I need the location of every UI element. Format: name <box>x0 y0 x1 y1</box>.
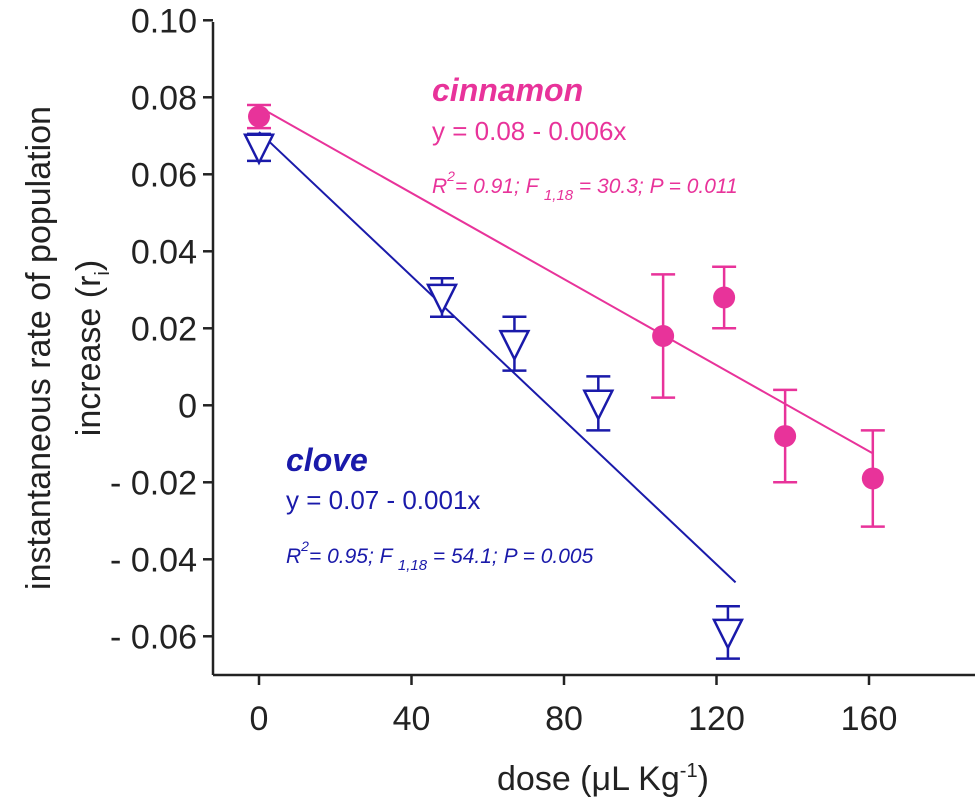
clove-label: clove <box>286 442 368 478</box>
clove-stats-r: R <box>286 545 301 568</box>
clove-stats-mid: = 0.95; F <box>309 545 398 568</box>
x-ticks: 0 40 80 120 160 <box>250 675 898 738</box>
clove-stats: R2= 0.95; F 1,18 = 54.1; P = 0.005 <box>286 538 594 574</box>
y-axis-title-line2-main: increase (r <box>70 276 108 437</box>
axes <box>211 22 975 677</box>
y-tick-label: 0.08 <box>131 79 197 117</box>
cinnamon-point <box>713 286 736 309</box>
y-tick-label: 0 <box>178 387 197 425</box>
x-tick-label: 40 <box>393 700 431 738</box>
clove-point <box>242 133 276 166</box>
cinnamon-label: cinnamon <box>432 72 583 108</box>
x-axis-title-end: ) <box>698 760 709 798</box>
y-axis-title-line2: increase (ri) <box>70 260 114 436</box>
cinnamon-point <box>774 425 797 448</box>
cinnamon-point <box>248 105 270 128</box>
clove-point <box>582 389 615 422</box>
x-axis-title-sup: -1 <box>680 760 698 782</box>
x-tick-label: 0 <box>250 700 269 738</box>
y-ticks: 0.10 0.08 0.06 0.04 0.02 0 - 0.02 - 0.04 - 0.06 <box>110 2 213 656</box>
cinnamon-stats-r: R <box>432 175 447 198</box>
clove-annotation: clove y = 0.07 - 0.001x R2= 0.95; F 1,18… <box>286 442 594 574</box>
clove-equation: y = 0.07 - 0.001x <box>286 485 480 515</box>
data-markers <box>242 105 884 651</box>
cinnamon-point <box>652 325 675 347</box>
x-tick-label: 120 <box>688 700 745 738</box>
x-tick-label: 160 <box>841 700 898 738</box>
cinnamon-annotation: cinnamon y = 0.08 - 0.006x R2= 0.91; F 1… <box>432 72 738 204</box>
cinnamon-point <box>861 467 884 490</box>
y-tick-label: 0.10 <box>131 2 197 40</box>
cinnamon-stats-end: = 30.3; P = 0.011 <box>573 175 738 198</box>
fit-lines <box>258 106 874 584</box>
cinnamon-fit-line <box>258 106 874 455</box>
y-tick-label: - 0.02 <box>110 464 197 502</box>
y-tick-label: - 0.06 <box>110 618 197 656</box>
clove-stats-sub: 1,18 <box>398 557 428 574</box>
cinnamon-equation: y = 0.08 - 0.006x <box>432 116 626 146</box>
y-axis-title-line1: instantaneous rate of population <box>20 106 58 590</box>
y-tick-label: 0.02 <box>131 310 197 348</box>
cinnamon-stats-sub: 1,18 <box>544 187 574 204</box>
x-axis-title: dose (μL Kg-1) <box>497 760 709 798</box>
y-tick-label: 0.04 <box>131 233 197 271</box>
clove-point <box>425 283 459 316</box>
cinnamon-stats-r-sup: 2 <box>446 168 455 184</box>
clove-stats-end: = 54.1; P = 0.005 <box>427 545 594 568</box>
x-tick-label: 80 <box>545 700 583 738</box>
cinnamon-stats: R2= 0.91; F 1,18 = 30.3; P = 0.011 <box>432 168 738 204</box>
y-axis-title-end: ) <box>70 260 108 271</box>
clove-stats-r-sup: 2 <box>300 538 309 554</box>
clove-point <box>711 618 744 651</box>
y-axis-title-sub: i <box>92 271 114 275</box>
y-tick-label: 0.06 <box>131 156 197 194</box>
clove-point <box>498 329 531 362</box>
x-axis-title-main: dose (μL Kg <box>497 760 680 798</box>
cinnamon-stats-mid: = 0.91; F <box>455 175 544 198</box>
clove-fit-line <box>258 131 737 584</box>
y-tick-label: - 0.04 <box>110 541 197 579</box>
y-axis-title: instantaneous rate of population increas… <box>20 106 114 590</box>
